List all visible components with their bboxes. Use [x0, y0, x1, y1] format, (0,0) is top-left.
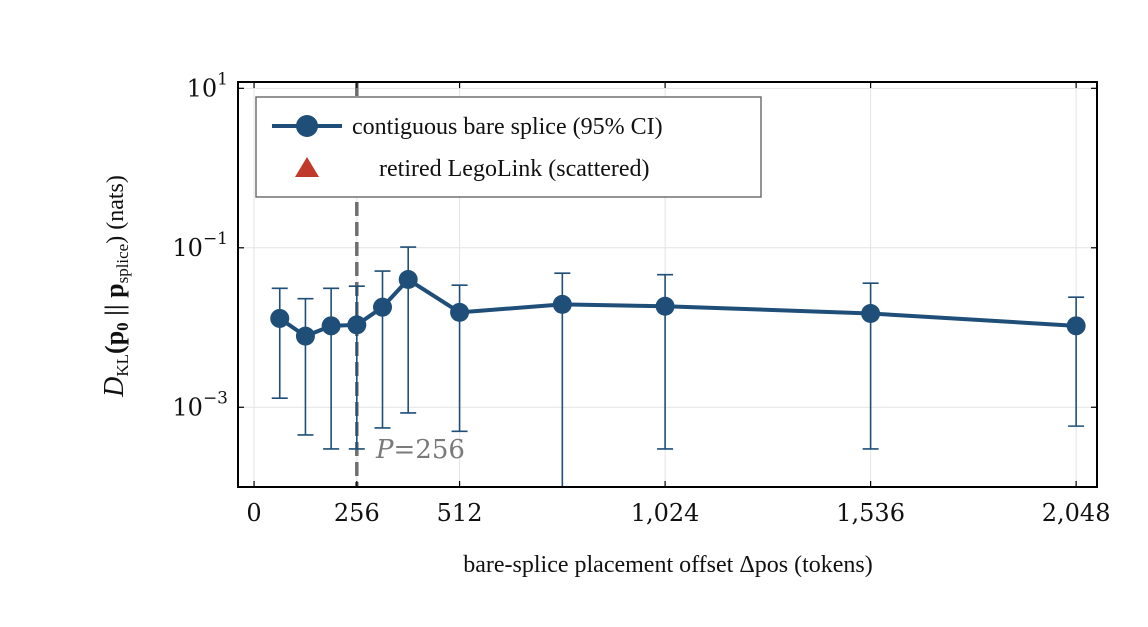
data-point	[861, 303, 881, 323]
data-point	[1066, 316, 1086, 336]
y-label-p0: (p	[100, 331, 129, 354]
legend-label-contiguous: contiguous bare splice (95% CI)	[352, 114, 663, 140]
data-point	[450, 302, 470, 322]
y-tick-label: 10−1	[172, 229, 228, 262]
data-point	[295, 326, 315, 346]
plot-frame	[237, 81, 1098, 488]
p-256-annotation: P=256	[375, 435, 465, 465]
y-tick-label: 101	[187, 69, 228, 102]
y-axis-label: DKL(p0 || psplice) (nats)	[99, 175, 132, 398]
x-tick-label: 2,048	[1042, 499, 1111, 527]
y-tick-exponent: 1	[217, 69, 228, 89]
legend-marker-legolink	[295, 157, 319, 177]
series-layer	[270, 246, 1086, 488]
x-tick-label: 256	[334, 499, 380, 527]
data-point	[347, 315, 367, 335]
y-label-units: ) (nats)	[103, 175, 129, 244]
data-point	[552, 294, 572, 314]
legend-marker-contiguous	[296, 115, 318, 137]
y-tick-exponent: −3	[203, 388, 228, 408]
legend-box	[255, 96, 762, 198]
y-tick-base: 10	[172, 393, 203, 421]
data-point	[373, 297, 393, 317]
x-axis-label: bare-splice placement offset Δpos (token…	[463, 552, 873, 578]
y-tick-label: 10−3	[172, 388, 228, 421]
data-point	[655, 296, 675, 316]
y-label-psplice: || p	[100, 283, 129, 322]
y-tick-base: 10	[172, 234, 203, 262]
data-point	[321, 316, 341, 336]
y-tick-base: 10	[187, 74, 218, 102]
y-label-sub-splice: splice	[113, 244, 132, 284]
legend: contiguous bare splice (95% CI) retired …	[255, 96, 762, 198]
x-tick-label: 1,024	[631, 499, 700, 527]
series-line-contiguous	[278, 277, 1077, 339]
y-label-sub-0: 0	[113, 322, 132, 331]
x-tick-label: 1,536	[836, 499, 905, 527]
y-label-d: D	[99, 377, 130, 398]
x-tick-label: 512	[437, 499, 483, 527]
legend-label-legolink: retired LegoLink (scattered)	[379, 156, 650, 182]
y-tick-exponent: −1	[203, 229, 228, 249]
y-label-sub-kl: KL	[113, 354, 132, 377]
data-point	[398, 270, 418, 290]
p-annotation-symbol: P	[375, 435, 394, 465]
data-point	[270, 308, 290, 328]
p-annotation-value: =256	[394, 435, 465, 465]
x-tick-label: 0	[246, 499, 261, 527]
